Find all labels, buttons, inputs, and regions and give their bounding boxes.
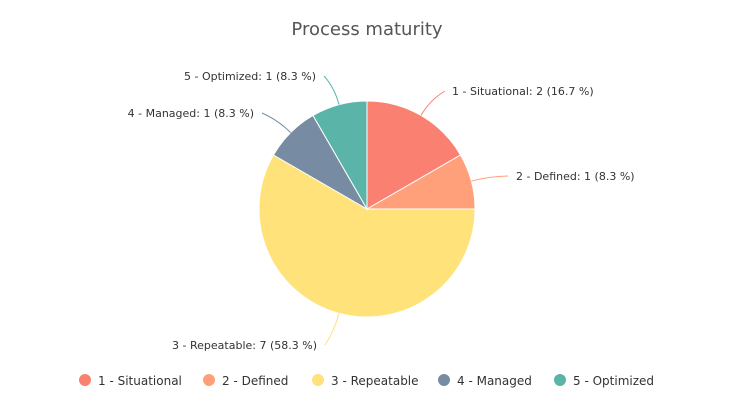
connector-2 — [471, 175, 509, 182]
legend-marker-1 — [79, 374, 91, 386]
legend-marker-3 — [312, 374, 324, 386]
connector-1 — [420, 90, 446, 116]
chart-title: Process maturity — [291, 19, 442, 40]
legend-item-2[interactable]: 2 - Defined — [203, 374, 288, 388]
legend-marker-5 — [554, 374, 566, 386]
legend-item-1[interactable]: 1 - Situational — [79, 374, 182, 388]
connector-3 — [324, 313, 340, 346]
data-label-3: 3 - Repeatable: 7 (58.3 %) — [172, 339, 317, 352]
pie-slice-3[interactable] — [258, 154, 476, 318]
legend-item-3[interactable]: 3 - Repeatable — [312, 374, 419, 388]
legend-label-1: 1 - Situational — [98, 374, 182, 388]
legend-item-5[interactable]: 5 - Optimized — [554, 374, 654, 388]
legend: 1 - Situational 2 - Defined 3 - Repeatable… — [79, 374, 654, 388]
pie-slice-5[interactable] — [312, 100, 368, 211]
legend-item-4[interactable]: 4 - Managed — [438, 374, 532, 388]
legend-label-3: 3 - Repeatable — [331, 374, 419, 388]
pie-slices — [258, 100, 476, 318]
data-label-4: 4 - Managed: 1 (8.3 %) — [128, 107, 254, 120]
legend-marker-2 — [203, 374, 215, 386]
connector-4 — [261, 112, 291, 133]
data-label-5: 5 - Optimized: 1 (8.3 %) — [184, 70, 316, 83]
connector-5 — [323, 75, 340, 105]
data-label-1: 1 - Situational: 2 (16.7 %) — [452, 85, 594, 98]
legend-label-2: 2 - Defined — [222, 374, 288, 388]
data-label-2: 2 - Defined: 1 (8.3 %) — [516, 170, 635, 183]
data-labels: 1 - Situational: 2 (16.7 %) 2 - Defined: … — [128, 70, 635, 352]
legend-marker-4 — [438, 374, 450, 386]
legend-label-4: 4 - Managed — [457, 374, 532, 388]
label-connectors — [261, 75, 509, 346]
legend-label-5: 5 - Optimized — [573, 374, 654, 388]
